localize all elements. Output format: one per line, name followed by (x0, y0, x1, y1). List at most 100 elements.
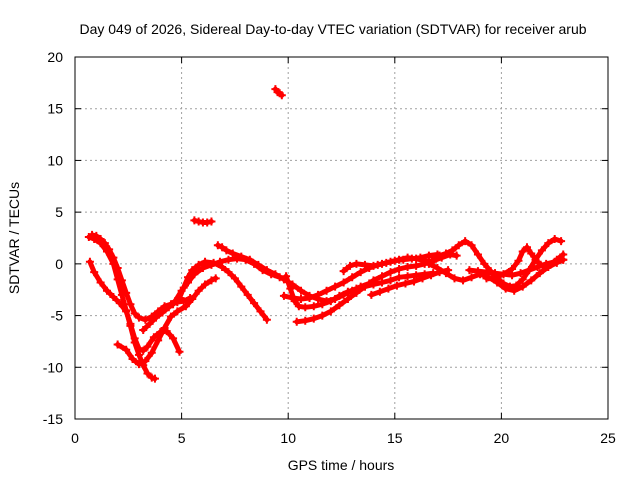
data-point (150, 374, 159, 383)
data-point (552, 255, 561, 264)
data-point (301, 316, 310, 325)
data-point (452, 251, 461, 260)
data-point (465, 266, 474, 275)
data-point (326, 307, 335, 316)
data-point (141, 315, 150, 324)
data-point (149, 333, 158, 342)
data-point (424, 259, 433, 268)
data-series (84, 85, 568, 383)
data-point (514, 256, 523, 265)
data-point (288, 293, 297, 302)
y-tick-label: -5 (51, 308, 64, 324)
data-point (309, 314, 318, 323)
data-point (230, 274, 239, 283)
data-point (386, 268, 395, 277)
data-point (179, 297, 188, 306)
data-point (301, 303, 310, 312)
data-point (222, 246, 231, 255)
y-tick-label: 15 (47, 101, 63, 117)
data-point (352, 288, 361, 297)
data-point (271, 270, 280, 279)
x-tick-label: 20 (494, 430, 510, 446)
x-tick-label: 0 (71, 430, 79, 446)
data-point (480, 259, 489, 268)
data-point (254, 260, 263, 269)
data-point (277, 91, 286, 100)
data-point (360, 282, 369, 291)
grid-lines (75, 57, 608, 419)
data-point (546, 260, 555, 269)
data-point (467, 273, 476, 282)
data-point (207, 276, 216, 285)
data-point (550, 235, 559, 244)
data-point (201, 280, 210, 289)
data-point (450, 274, 459, 283)
data-point (141, 357, 150, 366)
data-point (429, 253, 438, 262)
y-tick-label: 20 (47, 49, 63, 65)
y-axis-label: SDTVAR / TECUs (6, 182, 22, 294)
data-point (339, 267, 348, 276)
data-point (243, 290, 252, 299)
series-line (89, 232, 193, 323)
data-point (139, 346, 148, 355)
data-point (314, 290, 323, 299)
data-point (403, 262, 412, 271)
data-point (126, 319, 135, 328)
data-point (237, 252, 246, 261)
y-tick-label: 0 (55, 256, 63, 272)
series-arc-18 (367, 266, 453, 299)
data-point (237, 282, 246, 291)
data-point (444, 266, 453, 275)
data-point (518, 275, 527, 284)
data-point (395, 273, 404, 282)
data-point (183, 273, 192, 282)
data-point (179, 283, 188, 292)
axis-ticks (74, 56, 609, 420)
data-point (175, 347, 184, 356)
data-point (113, 340, 122, 349)
data-point (448, 246, 457, 255)
data-point (412, 271, 421, 280)
data-point (126, 300, 135, 309)
data-point (250, 299, 259, 308)
x-tick-labels: 0 5 10 15 20 25 (71, 430, 616, 446)
data-point (369, 276, 378, 285)
data-point (525, 266, 534, 275)
data-point (209, 258, 218, 267)
data-point (335, 291, 344, 300)
data-point (134, 344, 143, 353)
data-point (318, 300, 327, 309)
series-line (368, 267, 451, 298)
data-point (346, 261, 355, 270)
x-axis-label: GPS time / hours (288, 457, 395, 473)
data-point (544, 239, 553, 248)
data-point (412, 254, 421, 263)
data-point (331, 282, 340, 291)
data-point (309, 302, 318, 311)
series-arc-9 (271, 85, 286, 100)
data-point (510, 286, 519, 295)
x-tick-label: 15 (387, 430, 403, 446)
data-point (461, 237, 470, 246)
data-point (535, 269, 544, 278)
data-point (491, 273, 500, 282)
data-point (92, 231, 101, 240)
data-point (166, 312, 175, 321)
data-point (375, 287, 384, 296)
data-point (143, 369, 152, 378)
data-point (181, 302, 190, 311)
data-point (164, 303, 173, 312)
data-point (292, 317, 301, 326)
data-point (134, 313, 143, 322)
data-point (441, 249, 450, 258)
data-point (343, 295, 352, 304)
data-point (367, 290, 376, 299)
data-point (557, 237, 566, 246)
series-arc-4 (113, 274, 220, 369)
data-point (128, 355, 137, 364)
data-point (105, 245, 114, 254)
data-point (203, 218, 212, 227)
data-point (343, 287, 352, 296)
